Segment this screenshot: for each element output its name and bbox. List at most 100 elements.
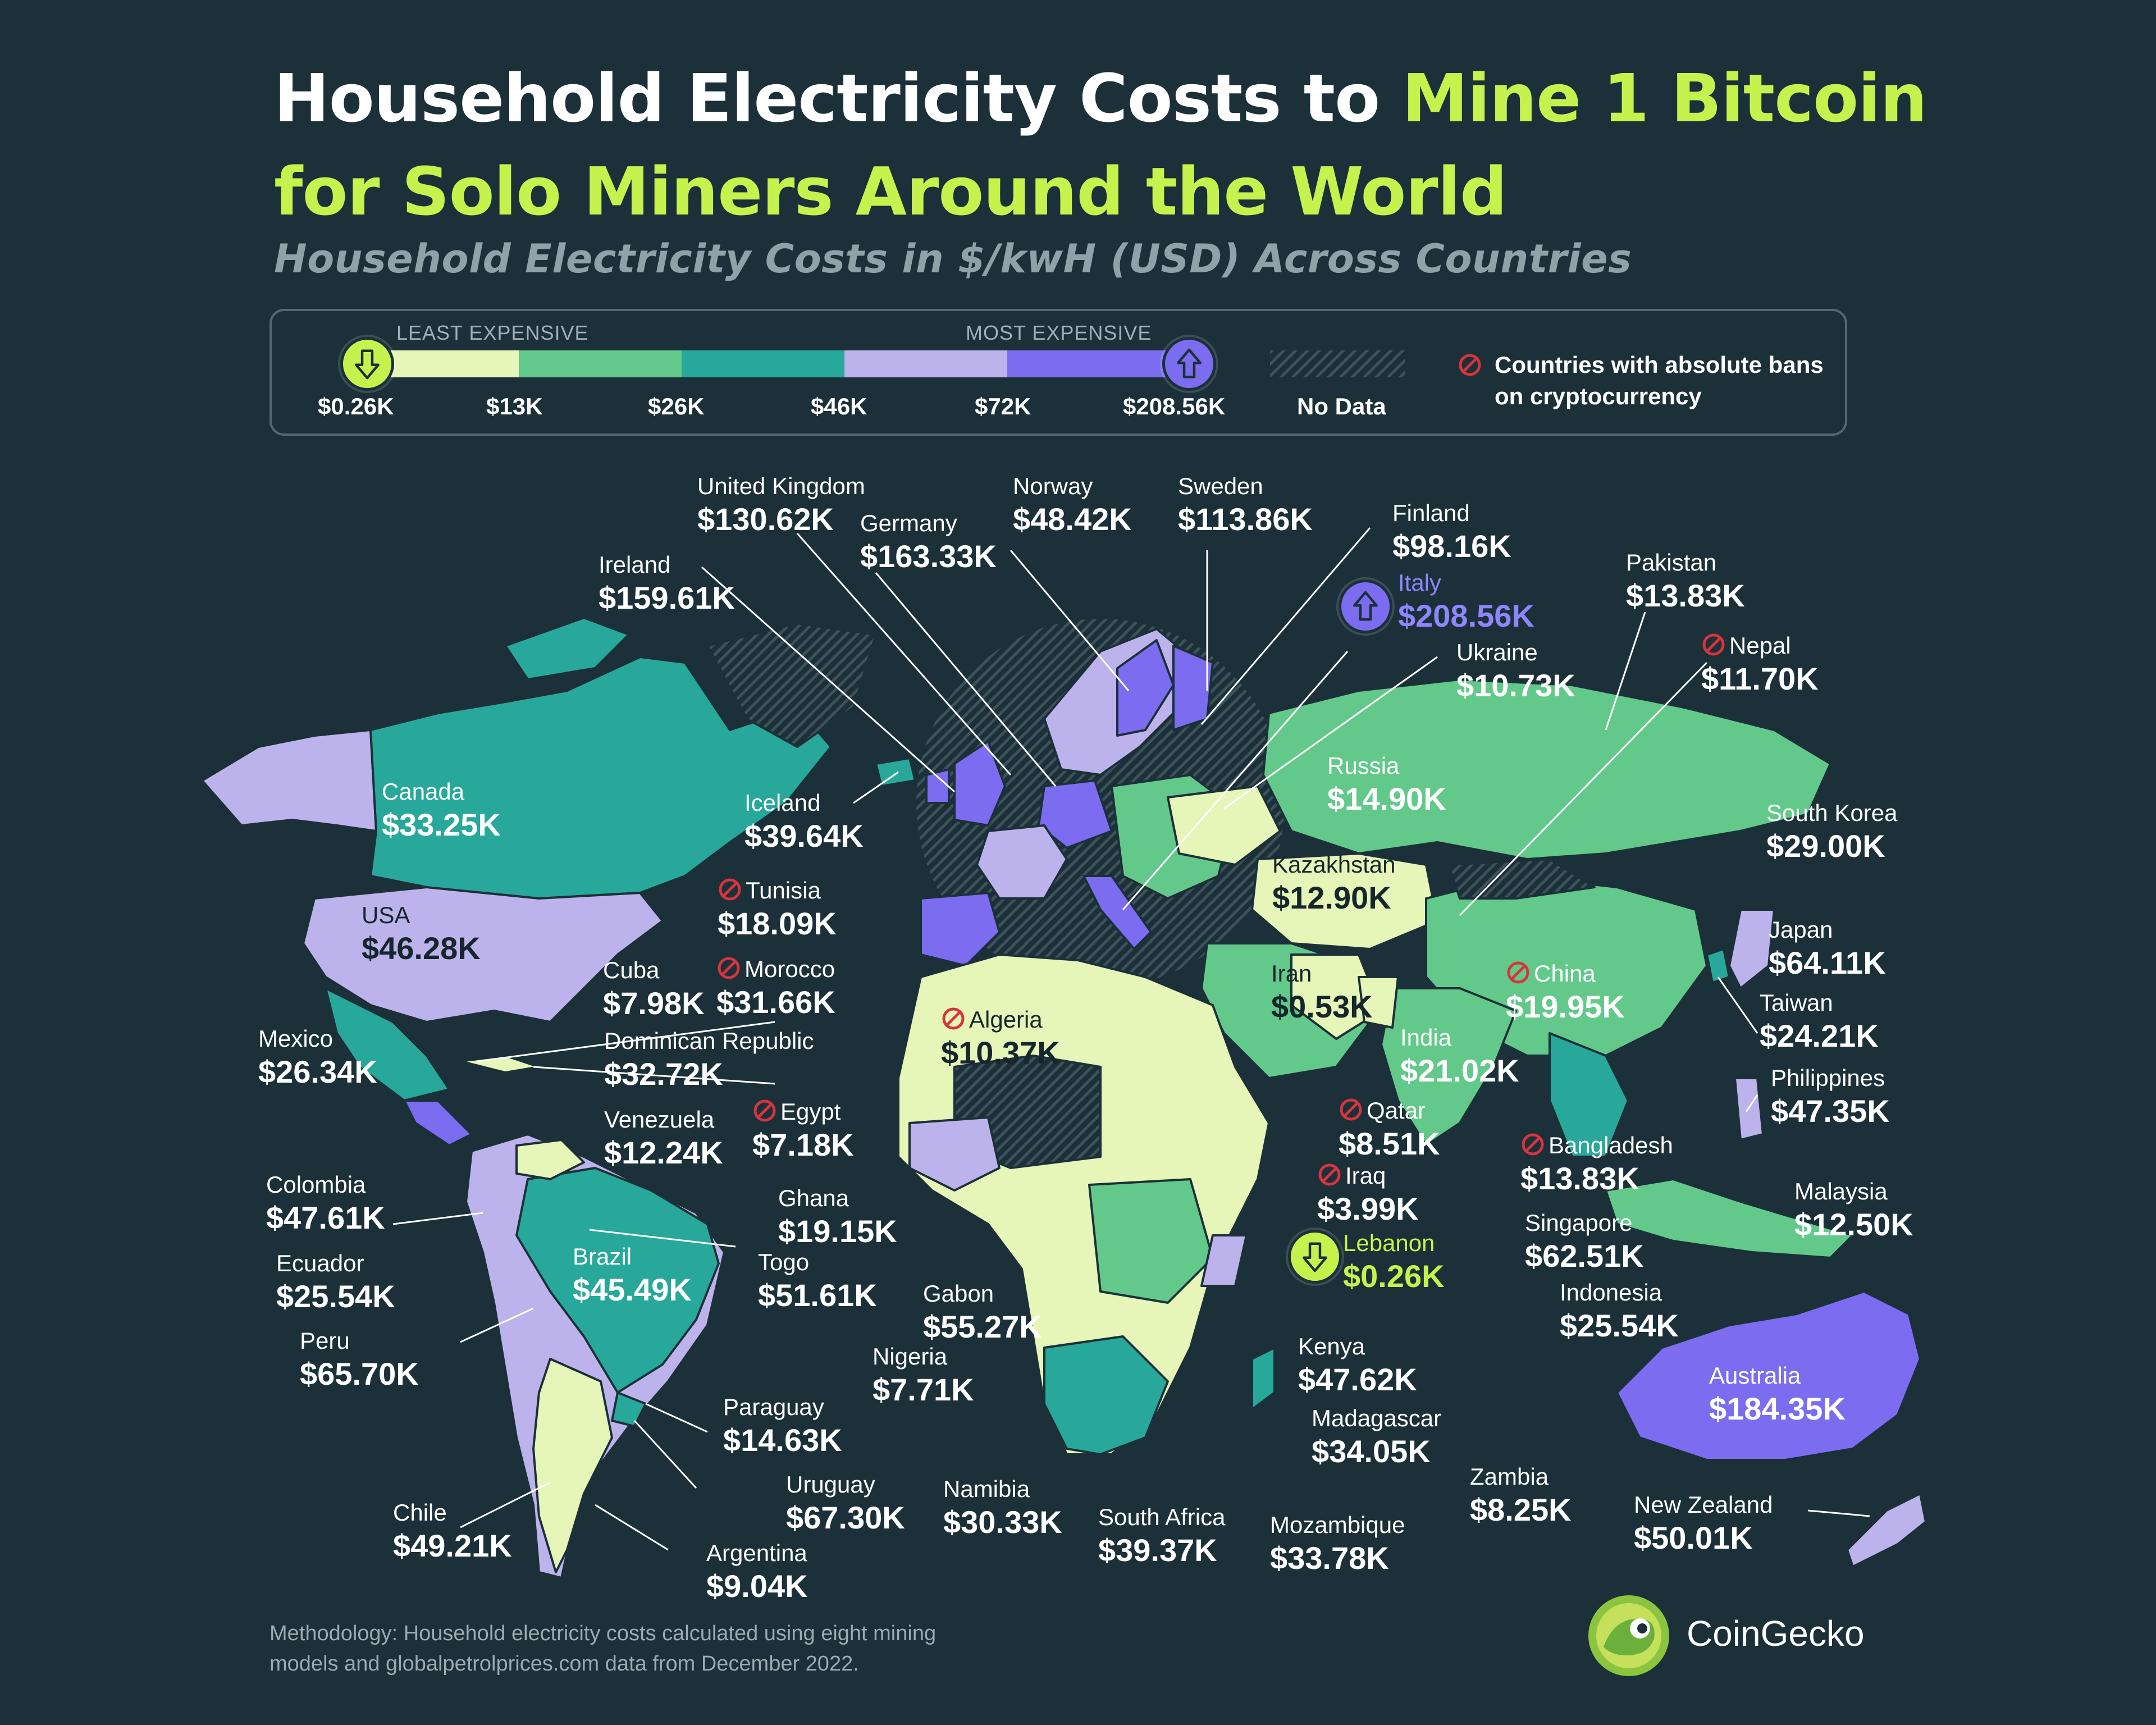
country-name-text: Malaysia xyxy=(1794,1178,1888,1204)
country-label-argentina: Argentina $9.04K xyxy=(706,1539,808,1605)
country-label-philippines: Philippines $47.35K xyxy=(1771,1064,1890,1130)
country-cost-value: $13.83K xyxy=(1520,1161,1639,1196)
country-name-text: Tunisia xyxy=(746,877,821,903)
country-name: Venezuela xyxy=(604,1105,723,1134)
lebanon-arrow-down-icon xyxy=(1288,1230,1342,1284)
country-label-namibia: Namibia $30.33K xyxy=(943,1475,1062,1541)
country-name: Iraq xyxy=(1317,1161,1419,1190)
country-cost-value: $19.95K xyxy=(1506,989,1625,1024)
country-name: Kazakhstan xyxy=(1272,850,1395,879)
map-ireland xyxy=(925,768,950,804)
country-name-text: Qatar xyxy=(1367,1097,1426,1124)
country-name: Malaysia xyxy=(1794,1177,1913,1206)
legend-no-data-label: No Data xyxy=(1297,393,1386,419)
country-name: Canada xyxy=(382,777,501,806)
subtitle: Household Electricity Costs in $/kwH (US… xyxy=(274,236,1632,282)
map-iberia xyxy=(920,892,1001,967)
country-name: Nepal xyxy=(1701,631,1819,660)
country-cost-value: $31.66K xyxy=(716,984,835,1020)
country-label-ghana: Ghana $19.15K xyxy=(778,1184,897,1250)
country-label-germany: Germany $163.33K xyxy=(860,509,997,575)
legend-swatch-2 xyxy=(519,350,682,377)
country-label-ukraine: Ukraine $10.73K xyxy=(1456,638,1575,704)
country-label-qatar: Qatar $8.51K xyxy=(1339,1096,1440,1162)
country-cost-value: $50.01K xyxy=(1634,1520,1753,1555)
country-name-text: Ukraine xyxy=(1456,639,1538,665)
country-cost-value: $18.09K xyxy=(718,906,837,941)
country-name: Gabon xyxy=(923,1279,1042,1308)
country-name-text: Colombia xyxy=(266,1171,366,1198)
country-name: Peru xyxy=(300,1326,419,1356)
country-name: Kenya xyxy=(1298,1332,1417,1361)
map-new-zealand xyxy=(1846,1493,1927,1568)
country-label-australia: Australia $184.35K xyxy=(1709,1361,1846,1427)
country-name-text: South Africa xyxy=(1098,1504,1226,1530)
country-label-brazil: Brazil $45.49K xyxy=(573,1242,692,1308)
country-cost-value: $7.71K xyxy=(873,1372,974,1407)
prohibited-icon xyxy=(1507,961,1529,984)
country-name: United Kingdom xyxy=(697,472,865,501)
legend-ban-line2: on cryptocurrency xyxy=(1495,383,1702,409)
map-indonesia xyxy=(1605,1178,1854,1259)
country-label-singapore: Singapore $62.51K xyxy=(1525,1208,1644,1275)
country-name-text: Nigeria xyxy=(873,1343,948,1370)
country-name: Uruguay xyxy=(786,1470,905,1499)
title-line1-accent: Mine 1 Bitcoin xyxy=(1402,60,1927,137)
map-brazil xyxy=(515,1167,720,1394)
map-sweden xyxy=(1116,639,1175,737)
country-name-text: Lebanon xyxy=(1343,1230,1435,1256)
country-cost-value: $19.15K xyxy=(778,1213,897,1249)
country-label-iraq: Iraq $3.99K xyxy=(1317,1161,1419,1227)
country-name: Germany xyxy=(860,509,997,538)
country-name-text: Singapore xyxy=(1525,1210,1633,1236)
country-name-text: Uruguay xyxy=(786,1471,875,1498)
country-label-egypt: Egypt $7.18K xyxy=(752,1097,854,1163)
country-cost-value: $0.26K xyxy=(1343,1258,1445,1294)
gecko-logo-icon xyxy=(1588,1595,1669,1676)
country-label-finland: Finland $98.16K xyxy=(1392,499,1511,565)
country-cost-value: $21.02K xyxy=(1400,1053,1519,1088)
country-name: Bangladesh xyxy=(1520,1131,1673,1160)
italy-arrow-up-icon xyxy=(1339,579,1392,633)
country-label-colombia: Colombia $47.61K xyxy=(266,1170,385,1236)
country-name-text: Gabon xyxy=(923,1280,994,1307)
country-name: Japan xyxy=(1769,915,1886,944)
country-name-text: Kazakhstan xyxy=(1272,851,1396,878)
country-name: Singapore xyxy=(1525,1208,1644,1238)
map-greenland xyxy=(706,622,877,748)
legend-tick-4: $46K xyxy=(811,393,867,419)
arrow-up-icon xyxy=(1162,337,1216,391)
country-cost-value: $47.61K xyxy=(266,1200,385,1235)
country-cost-value: $10.73K xyxy=(1456,668,1575,703)
country-name-text: Iceland xyxy=(744,790,821,816)
map-russia xyxy=(1262,678,1831,860)
country-cost-value: $47.62K xyxy=(1298,1362,1417,1397)
legend-tick-1: $0.26K xyxy=(318,393,394,419)
country-label-dominican-republic: Dominican Republic $32.72K xyxy=(604,1026,814,1093)
legend-least-label: LEAST EXPENSIVE xyxy=(396,321,589,344)
methodology-line1: Methodology: Household electricity costs… xyxy=(270,1622,937,1645)
country-name-text: Philippines xyxy=(1771,1065,1885,1091)
country-name: South Africa xyxy=(1098,1503,1225,1532)
country-cost-value: $12.50K xyxy=(1794,1207,1913,1242)
country-label-algeria: Algeria $10.37K xyxy=(941,1005,1060,1071)
country-name: Paraguay xyxy=(723,1393,842,1422)
country-name: Indonesia xyxy=(1560,1278,1679,1307)
country-name: Australia xyxy=(1709,1361,1846,1390)
country-cost-value: $7.18K xyxy=(752,1127,854,1162)
country-name-text: Chile xyxy=(393,1499,447,1526)
country-label-russia: Russia $14.90K xyxy=(1327,751,1446,818)
country-cost-value: $51.61K xyxy=(758,1277,877,1313)
map-alaska xyxy=(201,729,377,832)
country-name-text: Brazil xyxy=(573,1243,632,1270)
legend-swatch-1 xyxy=(371,350,519,377)
country-cost-value: $98.16K xyxy=(1392,528,1511,564)
country-label-indonesia: Indonesia $25.54K xyxy=(1560,1278,1679,1344)
country-name-text: Norway xyxy=(1013,473,1093,499)
prohibited-icon xyxy=(1318,1163,1341,1186)
map-canada xyxy=(369,656,832,900)
country-cost-value: $7.98K xyxy=(603,985,705,1021)
country-name: New Zealand xyxy=(1634,1490,1773,1519)
country-name: Togo xyxy=(758,1248,877,1277)
country-cost-value: $14.63K xyxy=(723,1422,842,1458)
